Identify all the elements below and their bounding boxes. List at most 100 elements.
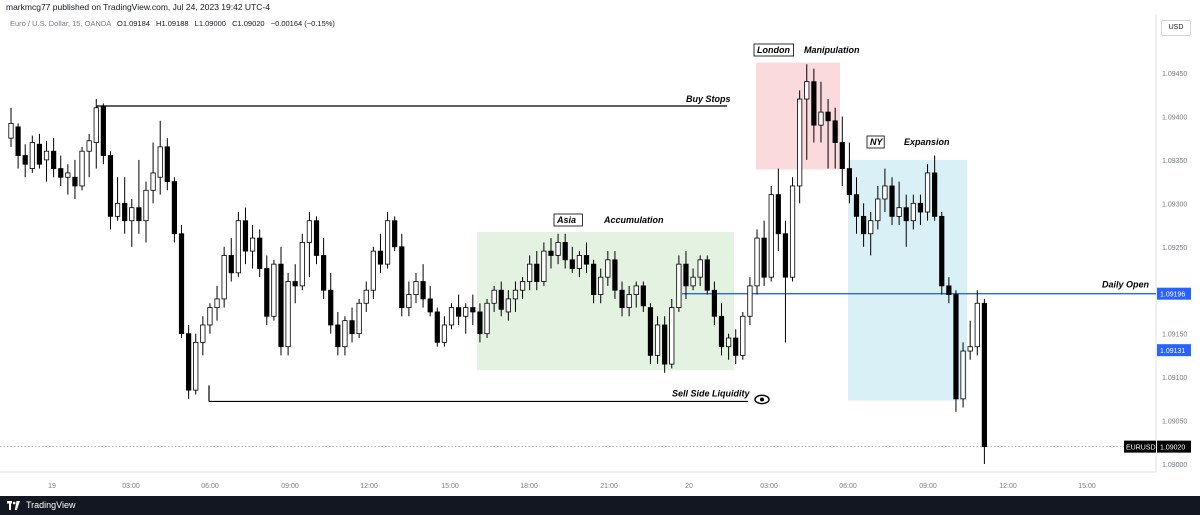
price-chart[interactable]: Euro / U.S. Dollar, 15, OANDA O1.09184 H… [0,0,1200,496]
candle [427,285,433,317]
annotations: Buy Stops Sell Side Liquidity Daily Open As… [553,43,1150,405]
candle [107,151,114,230]
candle-body [932,172,938,217]
time-tick-label: 21:00 [600,483,618,490]
candle [136,159,142,234]
candle-body [484,302,490,335]
candle [370,246,376,299]
candle-body [193,341,199,391]
candle [676,255,682,312]
candle-body [782,233,789,278]
candle-body [868,220,874,235]
candle-body [29,142,35,169]
candle-body [981,302,987,448]
candle-body [569,259,575,269]
candle [939,212,945,295]
candle [384,212,391,269]
symbol-info: Euro / U.S. Dollar, 15, OANDA [10,19,111,28]
candle [882,168,888,213]
candle [406,281,412,317]
candle [264,255,270,325]
price-tick-label: 1.09050 [1162,419,1187,426]
candle [164,138,170,191]
ohlc-l-label: L [195,19,199,28]
eye-icon[interactable] [754,394,770,405]
candle [456,294,462,325]
candle [711,281,717,325]
candle-body [171,181,178,235]
candle [825,99,831,169]
candle-body [271,263,277,317]
ohlc-legend: Euro / U.S. Dollar, 15, OANDA O1.09184 H… [10,19,335,28]
candle [207,303,213,334]
candle [754,229,760,295]
candle [605,251,611,286]
ohlc-h-value: 1.09188 [161,19,188,28]
candle [100,103,106,165]
symbol-tag: EURUSD [1126,445,1156,452]
candle [548,238,554,269]
candle-body [967,346,973,352]
candle-body [498,289,504,310]
candle [903,194,909,247]
candle-body [875,198,881,222]
candle-body [93,107,99,143]
time-tick-label: 09:00 [919,483,937,490]
candle [200,316,206,356]
asia-session-zone [477,232,734,371]
candle-body [363,289,369,304]
price-tag-value: 1.09131 [1160,348,1185,355]
candle [647,303,654,365]
candle [299,233,305,291]
candle [591,259,597,304]
candle-body [228,255,234,274]
candle-body [43,150,50,161]
candle-body [72,176,78,187]
candle-body [512,289,519,300]
time-axis[interactable]: 19 03:00 06:00 09:00 12:00 15:00 18:00 21:00 20 0… [48,483,1096,490]
candle [768,185,774,282]
daily-open-label: Daily Open [1102,280,1150,290]
candle-body [726,337,732,348]
candle-body [953,294,959,400]
candle-body [434,311,440,343]
candle-body [797,98,803,187]
symbol-tag-bg [1124,440,1156,453]
candles [8,64,987,464]
candle [924,164,931,221]
candle-body [356,302,362,335]
candle [65,164,71,195]
candle [534,251,540,291]
daily-open-price-label: 1.09196 [1157,287,1191,300]
candle [775,168,781,252]
candle [221,246,227,308]
tradingview-brand: TradingView [26,500,76,510]
candle-body [640,285,646,307]
candle [797,90,803,204]
candle [519,277,526,299]
footer-bar: TradingView [0,496,1200,515]
candle-body [79,150,85,187]
currency-button[interactable]: USD [1161,20,1191,36]
candle [214,285,220,321]
candle-body [711,289,717,317]
price-tick-label: 1.09300 [1162,201,1187,208]
candle-body [583,255,590,265]
candle [434,307,440,347]
candle-body [527,263,533,282]
candle-body [612,259,618,291]
candle-body [200,324,206,343]
candle-body [889,185,895,217]
candle [477,303,483,343]
price-axis[interactable]: 1.094501.094001.093501.093001.092501.092… [1124,71,1191,469]
candle-body [740,315,746,356]
candle [491,285,497,312]
tradingview-logo[interactable]: TradingView [7,496,76,515]
candle-body [377,250,384,265]
candle-body [51,150,57,169]
candle-body [413,281,419,295]
accumulation-label: Accumulation [603,215,664,225]
candle [143,181,149,243]
candle [171,177,178,243]
candle-body [562,242,568,261]
